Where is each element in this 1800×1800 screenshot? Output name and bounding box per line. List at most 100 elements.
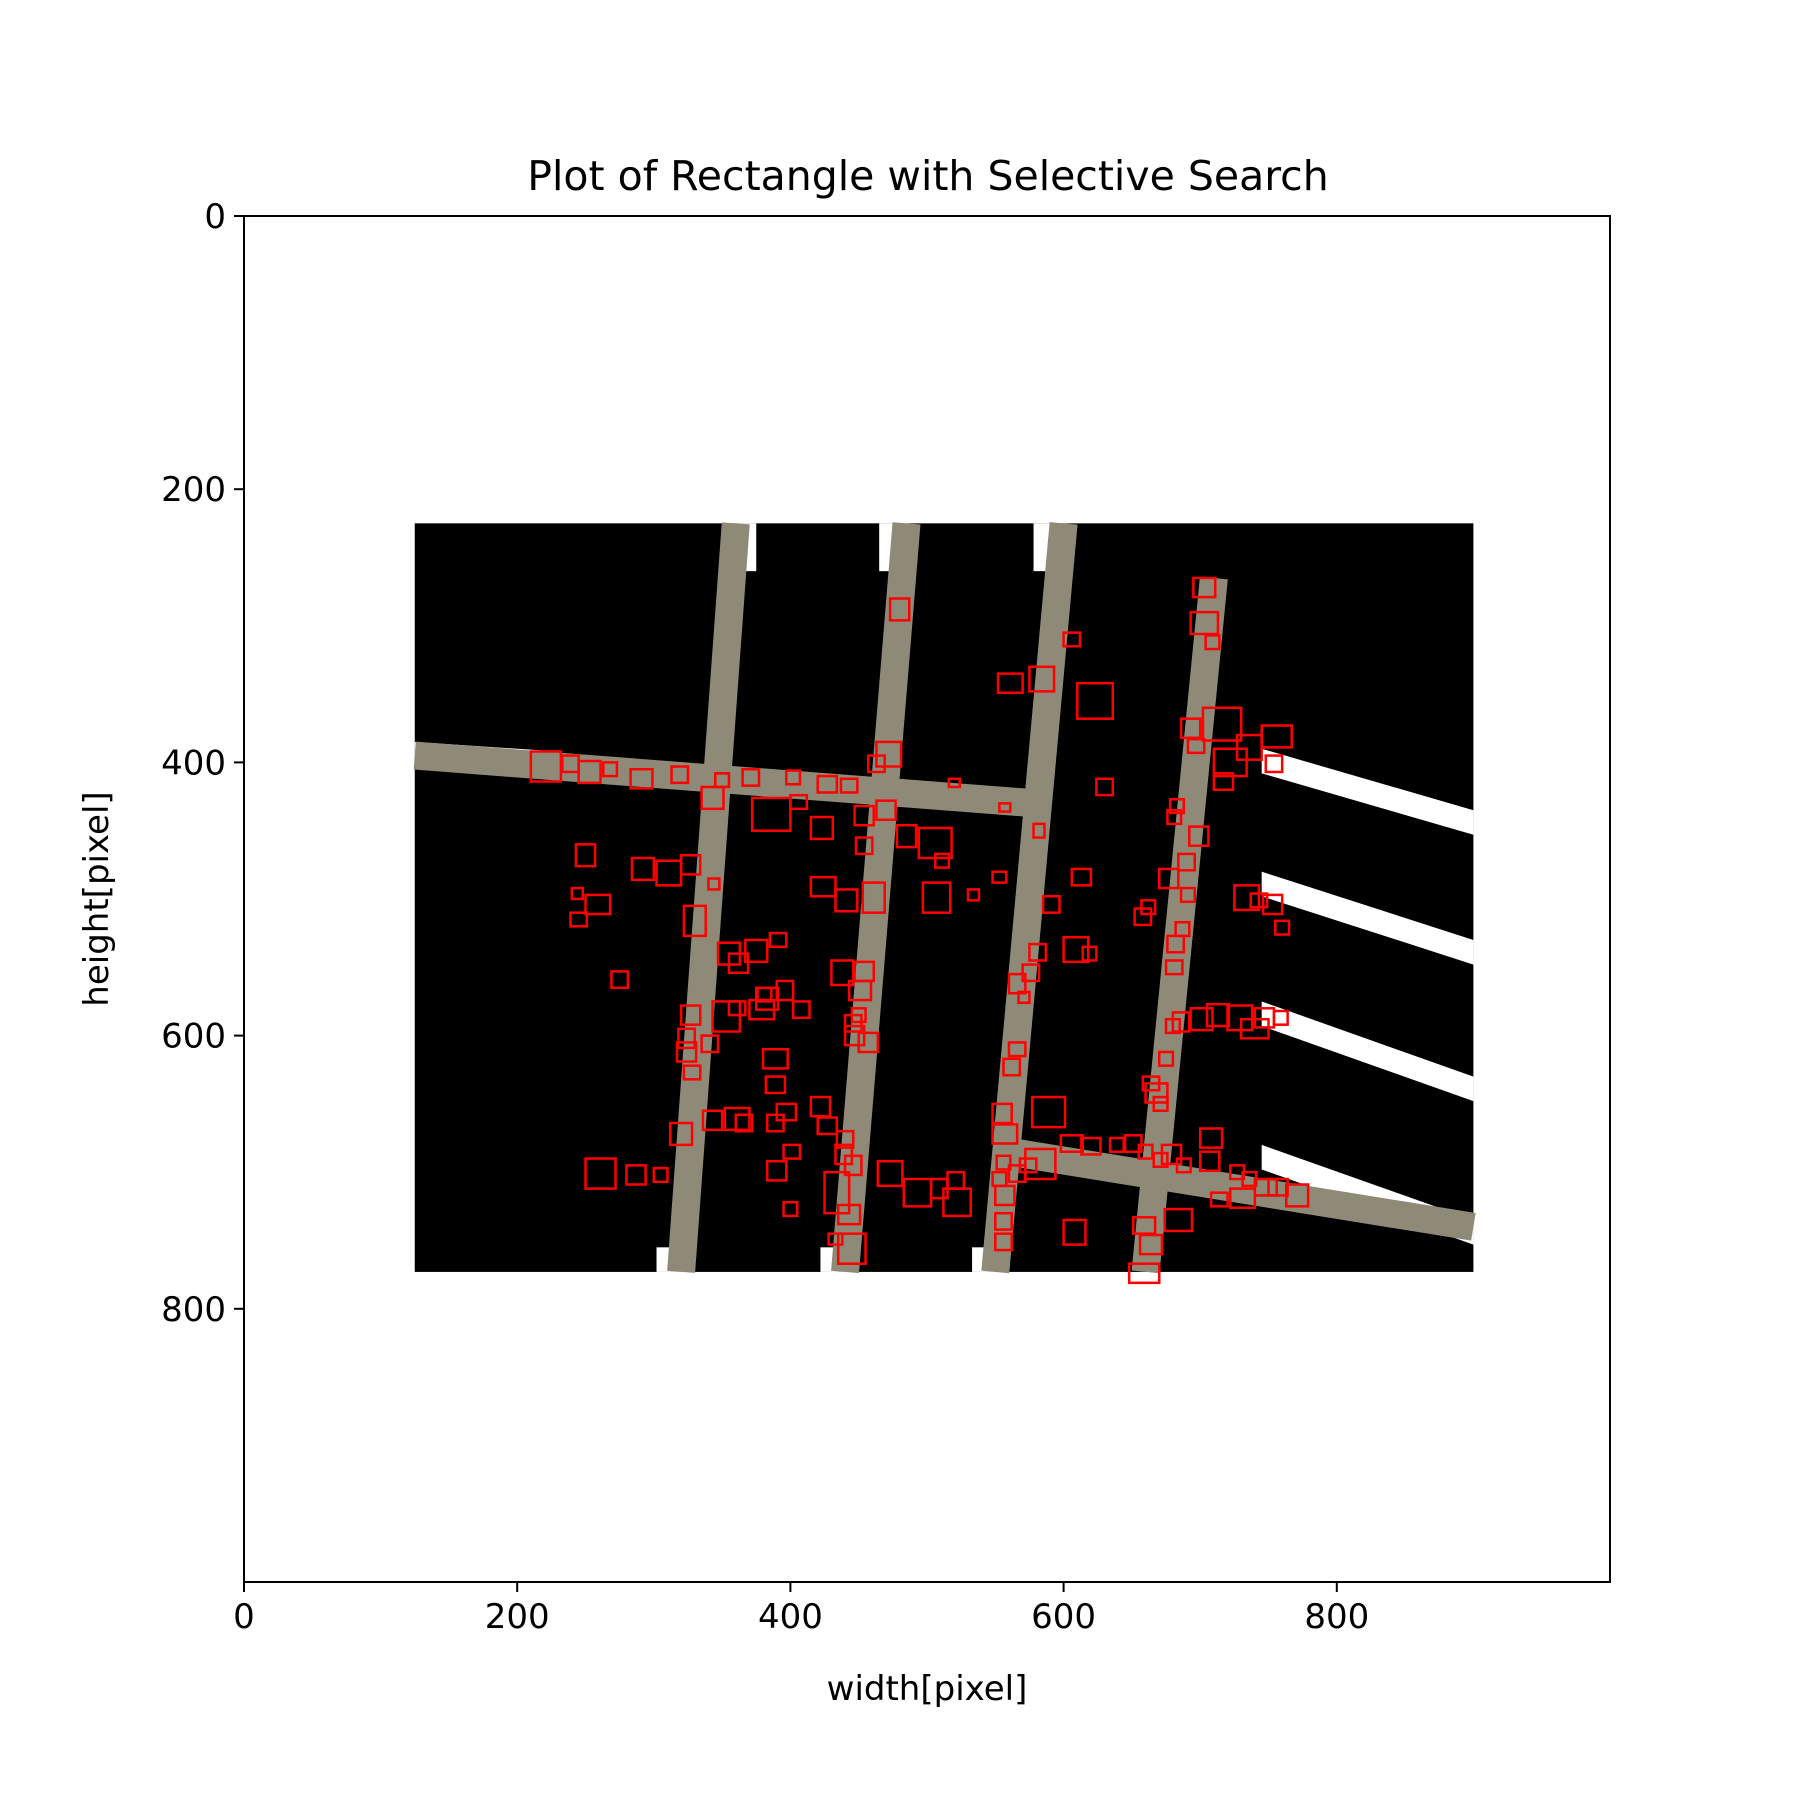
selective-search-rect-34 [875, 799, 897, 822]
selective-search-rect-148 [765, 1160, 788, 1182]
chart-title: Plot of Rectangle with Selective Search [527, 152, 1328, 200]
x-tick-label-200: 200 [485, 1597, 550, 1637]
selective-search-rect-64 [1041, 895, 1061, 914]
selective-search-rect-31 [947, 777, 962, 789]
selective-search-rect-84 [1239, 1017, 1270, 1040]
selective-search-rect-22 [1201, 706, 1243, 742]
selective-search-rect-158 [677, 1027, 697, 1050]
selective-search-rect-139 [823, 1170, 851, 1215]
selective-search-rect-134 [942, 1187, 972, 1218]
selective-search-rect-9 [785, 769, 802, 786]
selective-search-rect-59 [921, 881, 952, 914]
selective-search-rect-13 [875, 740, 903, 768]
x-tick-label-400: 400 [758, 1597, 823, 1637]
selective-search-rect-44 [655, 859, 683, 887]
satellite-image [413, 522, 1476, 1274]
selective-search-rect-157 [675, 1041, 698, 1063]
selective-search-rect-130 [1138, 1233, 1164, 1256]
selective-search-rect-47 [570, 886, 585, 901]
selective-search-rect-166 [843, 1013, 863, 1033]
selective-search-rect-32 [998, 802, 1012, 813]
selective-search-rect-145 [834, 1143, 854, 1166]
selective-search-rect-147 [782, 1143, 802, 1160]
selective-search-rect-175 [584, 1157, 617, 1190]
selective-search-rect-151 [775, 1102, 798, 1122]
selective-search-rect-28 [1186, 737, 1206, 755]
selective-search-rect-169 [850, 1007, 867, 1024]
selective-search-rect-71 [1179, 886, 1196, 903]
selective-search-rect-66 [1081, 945, 1098, 962]
selective-search-rect-83 [1253, 1007, 1276, 1029]
selective-search-rect-77 [1164, 959, 1184, 976]
selective-search-rect-25 [1260, 724, 1293, 749]
selective-search-rect-85 [1226, 1004, 1254, 1032]
vertical-road-2 [831, 522, 921, 1274]
selective-search-rect-98 [1007, 1041, 1027, 1058]
selective-search-rect-56 [809, 875, 837, 898]
selective-search-rect-10 [816, 774, 839, 794]
plot-frame [243, 215, 1611, 1583]
selective-search-rect-65 [1062, 935, 1090, 964]
selective-search-rect-81 [1274, 919, 1291, 936]
selective-search-rect-41 [895, 823, 918, 849]
selective-search-rect-62 [991, 870, 1008, 884]
selective-search-rect-106 [995, 1154, 1012, 1171]
selective-search-rect-38 [789, 793, 809, 811]
selective-search-rect-116 [1152, 1151, 1169, 1168]
selective-search-rect-126 [1229, 1187, 1257, 1209]
selective-search-rect-6 [670, 765, 690, 785]
y-tick-label-800: 800 [161, 1290, 226, 1330]
selective-search-rect-90 [1157, 1050, 1175, 1067]
selective-search-rect-18 [1062, 631, 1082, 648]
selective-search-rect-178 [744, 938, 769, 964]
selective-search-rect-102 [1030, 1095, 1067, 1129]
selective-search-rect-112 [1080, 1136, 1102, 1156]
selective-search-rect-144 [835, 1129, 855, 1149]
selective-search-rect-161 [727, 1000, 747, 1017]
selective-search-rect-16 [1028, 665, 1056, 693]
selective-search-rect-96 [1007, 972, 1027, 995]
selective-search-rect-17 [1076, 681, 1115, 720]
selective-search-rect-100 [991, 1102, 1013, 1125]
selective-search-rect-51 [707, 877, 721, 891]
selective-search-rect-179 [756, 986, 773, 1003]
selective-search-rect-79 [1249, 892, 1269, 909]
selective-search-rect-115 [1137, 1143, 1154, 1160]
selective-search-rect-159 [679, 1004, 702, 1026]
selective-search-rect-176 [625, 1164, 647, 1186]
selective-search-rect-48 [584, 893, 612, 916]
selective-search-rect-35 [853, 804, 875, 827]
selective-search-rect-165 [791, 1000, 811, 1020]
y-tick-label-600: 600 [161, 1017, 226, 1057]
selective-search-rect-30 [1095, 777, 1115, 797]
selective-search-rect-54 [727, 952, 750, 975]
selective-search-rect-63 [1070, 867, 1093, 887]
selective-search-rect-73 [1168, 798, 1186, 815]
selective-search-rect-50 [610, 970, 630, 990]
selective-search-rect-123 [1253, 1177, 1278, 1197]
selective-search-rect-15 [996, 672, 1024, 694]
x-tick-label-0: 0 [233, 1597, 255, 1637]
selective-search-rect-173 [761, 1048, 789, 1070]
selective-search-rect-129 [1132, 1216, 1157, 1235]
selective-search-rect-137 [876, 1160, 904, 1188]
y-axis: 0 200 400 600 800 [161, 197, 244, 1330]
y-tick-label-200: 200 [161, 470, 226, 510]
selective-search-rect-101 [991, 1123, 1019, 1145]
x-axis-label: width[pixel] [827, 1669, 1028, 1709]
selective-search-rect-80 [1261, 893, 1284, 916]
selective-search-rect-111 [1059, 1134, 1084, 1153]
selective-search-rect-156 [682, 1064, 702, 1081]
selective-search-rectangles [529, 576, 1310, 1285]
selective-search-rect-120 [1198, 1150, 1221, 1173]
y-tick-label-400: 400 [161, 743, 226, 783]
selective-search-rect-78 [1233, 884, 1261, 912]
selective-search-rect-168 [857, 1031, 880, 1054]
selective-search-rect-93 [1141, 1075, 1161, 1092]
selective-search-rect-119 [1198, 1127, 1224, 1149]
selective-search-rect-33 [1032, 822, 1046, 839]
selective-search-rect-27 [1212, 772, 1235, 791]
selective-search-rect-69 [1157, 867, 1180, 890]
selective-search-rect-23 [1212, 747, 1248, 778]
selective-search-rect-5 [629, 767, 654, 790]
